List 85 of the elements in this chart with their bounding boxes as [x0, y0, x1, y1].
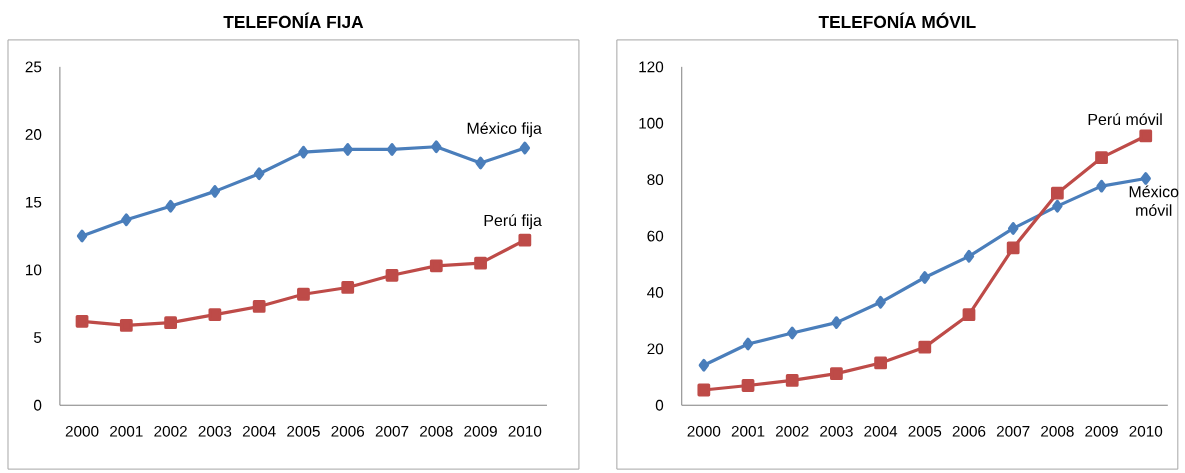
- x-tick-label: 2004: [864, 425, 898, 437]
- series-label: Perú fija: [484, 214, 542, 230]
- point: [386, 142, 398, 156]
- y-tick-label: 0: [33, 399, 42, 411]
- point: [1007, 222, 1019, 235]
- point: [874, 356, 887, 370]
- point: [341, 281, 355, 294]
- point: [1096, 179, 1107, 193]
- point: [342, 142, 353, 156]
- point: [519, 141, 531, 155]
- point: [962, 308, 976, 322]
- point: [785, 373, 799, 387]
- point: [431, 140, 442, 154]
- point: [429, 259, 443, 273]
- x-tick-label: 2008: [1041, 425, 1074, 437]
- point: [1006, 241, 1020, 255]
- x-tick-label: 2007: [996, 425, 1030, 437]
- y-tick-label: 5: [33, 332, 42, 343]
- point: [963, 249, 975, 263]
- point: [1095, 151, 1108, 165]
- point: [1140, 172, 1151, 185]
- point: [76, 229, 88, 243]
- point: [119, 318, 133, 332]
- series-label: Perú móvil: [1088, 113, 1162, 125]
- point: [518, 233, 532, 247]
- x-tick-label: 2005: [287, 425, 320, 437]
- point: [742, 337, 754, 351]
- x-tick-label: 2005: [908, 425, 942, 437]
- chart-title: TELEFONÍA MÓVIL: [818, 12, 976, 29]
- point: [831, 316, 842, 329]
- point: [787, 326, 798, 340]
- point: [919, 271, 930, 284]
- point: [298, 145, 309, 159]
- point: [385, 268, 399, 282]
- point: [252, 299, 266, 313]
- y-tick-label: 40: [647, 286, 664, 298]
- y-tick-label: 25: [25, 61, 42, 73]
- y-tick-label: 120: [639, 61, 664, 73]
- x-tick-label: 2003: [198, 425, 232, 437]
- x-tick-label: 2010: [508, 425, 542, 437]
- chart-title: TELEFONÍA FIJA: [223, 12, 364, 29]
- point: [253, 167, 265, 181]
- x-tick-label: 2000: [687, 425, 721, 437]
- point: [1050, 186, 1064, 200]
- point: [875, 295, 886, 309]
- x-tick-label: 2008: [420, 425, 453, 437]
- x-tick-label: 2001: [731, 425, 765, 437]
- point: [1052, 199, 1063, 213]
- point: [697, 383, 711, 397]
- x-tick-label: 2003: [820, 425, 853, 437]
- y-tick-label: 0: [655, 399, 664, 411]
- point: [208, 308, 222, 321]
- point: [918, 340, 932, 354]
- x-tick-label: 2007: [375, 425, 409, 437]
- point: [830, 367, 843, 380]
- y-tick-label: 10: [26, 264, 42, 276]
- x-tick-label: 2009: [1085, 425, 1118, 437]
- point: [121, 213, 132, 227]
- y-tick-label: 100: [639, 117, 664, 129]
- x-tick-label: 2002: [775, 425, 809, 437]
- x-tick-label: 2006: [952, 425, 986, 437]
- y-tick-label: 20: [25, 129, 42, 140]
- y-tick-label: 60: [647, 230, 664, 242]
- x-tick-label: 2009: [464, 425, 497, 437]
- y-tick-label: 20: [647, 343, 664, 355]
- point: [475, 156, 486, 170]
- point: [741, 379, 755, 392]
- x-tick-label: 2006: [331, 425, 365, 437]
- point: [209, 184, 221, 198]
- x-tick-label: 2000: [65, 425, 99, 437]
- series-label: México fija: [467, 122, 542, 138]
- x-tick-label: 2001: [110, 425, 143, 437]
- point: [1139, 129, 1153, 143]
- point: [165, 199, 176, 213]
- point: [75, 314, 89, 328]
- x-tick-label: 2010: [1129, 425, 1163, 437]
- x-tick-label: 2002: [154, 425, 187, 437]
- point: [164, 316, 177, 330]
- x-tick-label: 2004: [242, 425, 276, 437]
- series-label: México móvil: [1129, 185, 1179, 216]
- y-tick-label: 15: [26, 196, 42, 208]
- point: [474, 256, 487, 270]
- y-tick-label: 80: [647, 174, 664, 186]
- point: [698, 358, 710, 372]
- point: [297, 287, 310, 301]
